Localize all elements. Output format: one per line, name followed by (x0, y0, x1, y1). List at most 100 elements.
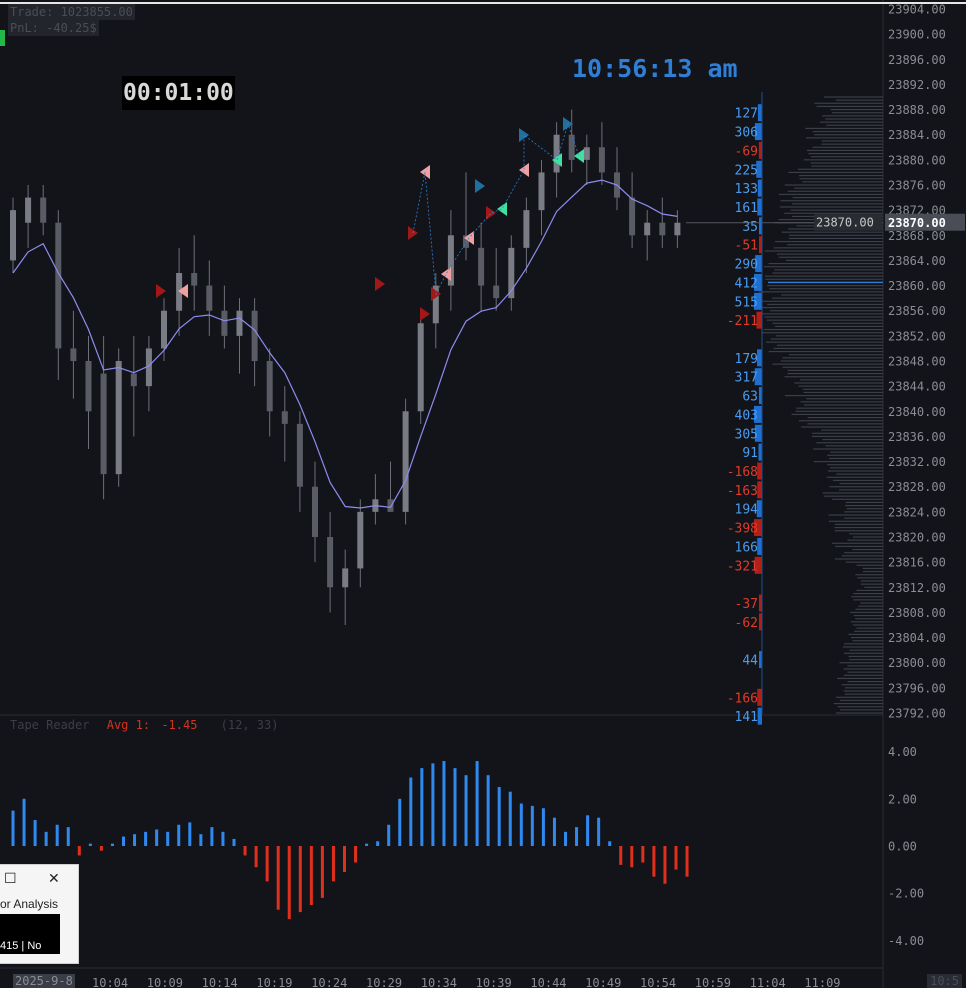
delta-bar (757, 688, 762, 706)
profile-row (787, 372, 883, 375)
indicator-axis-label: 0.00 (888, 840, 917, 854)
signal-triangle (475, 179, 485, 193)
volume-profile (686, 96, 883, 714)
indicator-axis-label: -2.00 (888, 887, 924, 901)
profile-row (784, 212, 883, 214)
profile-row (844, 643, 883, 645)
popup-status: 415 | No (0, 940, 42, 952)
close-icon[interactable]: ✕ (48, 870, 60, 886)
candle-body (327, 537, 334, 588)
candle (327, 511, 334, 613)
profile-row (864, 586, 883, 588)
profile-row (850, 621, 883, 623)
histogram-bar (110, 843, 114, 846)
candle (402, 398, 409, 525)
profile-row (768, 262, 883, 265)
delta-bar (757, 481, 762, 499)
candle (10, 197, 16, 273)
profile-row (848, 633, 883, 636)
histogram-bar (685, 846, 689, 877)
candle (176, 247, 183, 336)
time-label: 11:09 (804, 976, 840, 988)
price-label: 23856.00 (888, 304, 946, 318)
profile-row (787, 244, 883, 246)
price-label: 23896.00 (888, 53, 946, 67)
bar-timer: 00:01:00 (122, 76, 235, 110)
histogram-bar (77, 846, 81, 856)
candle (221, 285, 228, 349)
profile-row (798, 174, 883, 177)
tape-reader-histogram: 4.00 2.00 0.00 -2.00 -4.00 (11, 745, 924, 948)
delta-bar (754, 368, 762, 386)
profile-row (787, 369, 883, 372)
profile-row (812, 130, 883, 133)
price-label: 23900.00 (888, 28, 946, 42)
histogram-bar (232, 838, 236, 846)
delta-value: 306 (735, 126, 758, 141)
candle (100, 335, 107, 500)
popup-content (0, 914, 60, 954)
analysis-popup-window[interactable]: ☐ ✕ or Analysis 415 | No (0, 864, 79, 964)
profile-row (849, 533, 883, 535)
candle (447, 210, 454, 311)
candle (432, 273, 439, 349)
price-label: 23840.00 (888, 405, 946, 419)
delta-value: 403 (735, 408, 758, 423)
maximize-icon[interactable]: ☐ (4, 870, 17, 886)
profile-row (829, 457, 883, 460)
histogram-bar (674, 846, 678, 870)
histogram-bar (177, 824, 181, 846)
profile-row (845, 501, 883, 504)
candle-body (402, 411, 409, 512)
time-label: 10:09 (147, 976, 183, 988)
profile-row (769, 310, 883, 312)
candle-body (478, 247, 485, 286)
profile-row (805, 137, 883, 139)
profile-row (840, 709, 883, 711)
signal-triangle (375, 277, 385, 291)
profile-row (857, 577, 883, 579)
price-label: 23836.00 (888, 430, 946, 444)
delta-value: -69 (735, 144, 758, 159)
candle (236, 298, 243, 374)
histogram-bar (387, 824, 391, 846)
candle (296, 411, 303, 512)
candle-body (644, 222, 651, 236)
profile-row (847, 665, 883, 667)
profile-row (835, 99, 883, 101)
profile-row (790, 209, 883, 211)
delta-value: 44 (742, 654, 758, 669)
candle-body (538, 172, 545, 211)
signal-triangle (497, 202, 507, 216)
candle (55, 210, 62, 380)
candle-body (161, 310, 167, 349)
candle-body (281, 411, 288, 424)
profile-row (850, 611, 883, 614)
price-label: 23876.00 (888, 179, 946, 193)
profile-row (810, 162, 883, 164)
candle-body (25, 197, 32, 223)
profile-row (862, 567, 883, 570)
profile-row (825, 445, 883, 447)
histogram-bar (486, 775, 490, 846)
candle (387, 461, 394, 512)
profile-row (798, 385, 883, 387)
profile-row (803, 391, 883, 394)
profile-row (853, 624, 883, 626)
indicator-axis-label: 4.00 (888, 745, 917, 759)
price-label: 23868.00 (888, 229, 946, 243)
axis-price-tag-bg (885, 213, 965, 231)
profile-row (835, 712, 883, 714)
profile-row (844, 693, 883, 695)
profile-row (826, 476, 883, 478)
profile-row (814, 102, 883, 104)
delta-value: -37 (735, 597, 758, 612)
delta-value: 317 (735, 371, 758, 386)
candle (115, 348, 122, 487)
profile-row (813, 460, 883, 463)
profile-row (773, 247, 883, 249)
delta-value: 305 (735, 427, 758, 442)
profile-row (775, 335, 883, 337)
